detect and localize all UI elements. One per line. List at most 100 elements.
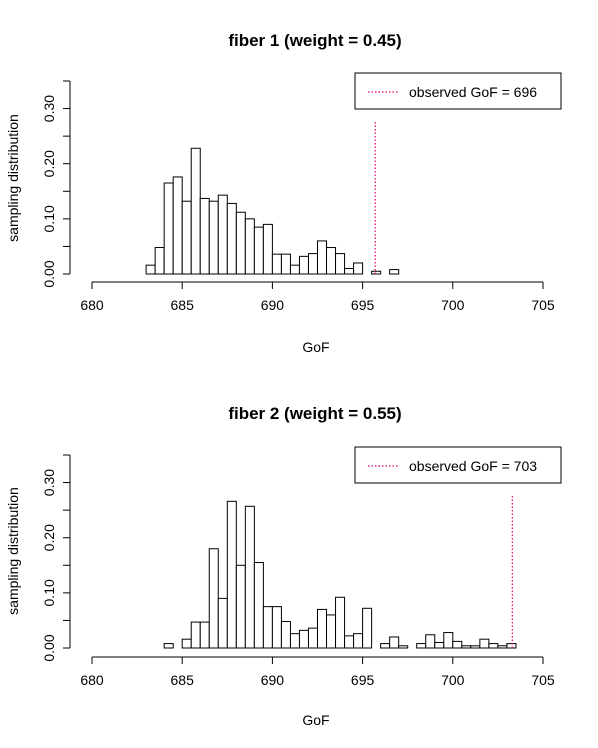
histogram-bar [163, 643, 174, 649]
histogram-bar [425, 634, 436, 649]
y-tick-label: 0.30 [41, 95, 57, 122]
x-tick-label: 700 [441, 672, 465, 688]
histogram-bar [181, 200, 192, 275]
x-tick-label: 695 [351, 297, 375, 313]
x-tick-label: 680 [80, 297, 104, 313]
histogram-bar [416, 643, 427, 649]
legend: observed GoF = 696 [354, 72, 562, 110]
legend-box [354, 72, 562, 110]
x-axis-label: GoF [302, 712, 329, 728]
histogram-bar [307, 253, 319, 275]
x-tick-label: 685 [171, 297, 195, 313]
histogram-bar [181, 638, 192, 649]
histogram-bar [443, 632, 454, 649]
x-tick-label: 685 [171, 672, 195, 688]
y-axis: 0.00 0.10 0.20 0.30 [41, 454, 71, 662]
histogram-bar [280, 253, 291, 275]
histogram-bar [398, 645, 409, 649]
histogram-bar [389, 269, 400, 275]
histogram-bar [470, 645, 481, 649]
histogram-bar [371, 270, 382, 275]
histogram-bar [217, 194, 228, 275]
legend-box [354, 446, 562, 484]
y-tick-label: 0.10 [41, 205, 57, 232]
histogram-bar [353, 633, 364, 649]
histogram-bar [280, 621, 291, 649]
x-tick-label: 695 [351, 672, 375, 688]
y-tick-label: 0.10 [41, 579, 57, 606]
y-tick-label: 0.00 [41, 634, 57, 661]
legend: observed GoF = 703 [354, 446, 562, 484]
histogram-bar [190, 147, 201, 275]
y-axis-label: sampling distribution [5, 114, 21, 242]
histogram-bar [506, 643, 517, 649]
histogram-bars [163, 500, 517, 649]
histogram-bar [326, 614, 337, 649]
chart-panel-fiber-1: fiber 1 (weight = 0.45) GoF sampling dis… [5, 31, 562, 355]
histogram-bar [208, 200, 219, 275]
histogram-bar [289, 633, 300, 649]
histogram-bar [344, 267, 355, 275]
histogram-bar [434, 641, 445, 649]
histogram-bar [190, 621, 201, 649]
histogram-bar [199, 621, 210, 649]
histogram-bar [226, 202, 237, 275]
histogram-bar [262, 223, 273, 275]
histogram-bar [335, 253, 346, 275]
histogram-bar [298, 255, 309, 275]
histogram-bar [307, 627, 319, 649]
histogram-bar [262, 606, 273, 649]
x-tick-label: 690 [261, 297, 285, 313]
histogram-bar [235, 211, 246, 275]
x-tick-label: 700 [441, 297, 465, 313]
x-axis: 680 685 690 695 700 705 [80, 281, 555, 313]
histogram-bar [479, 638, 490, 649]
histogram-bar [298, 629, 309, 649]
x-tick-label: 705 [531, 672, 555, 688]
histogram-bar [344, 635, 355, 649]
legend-label: observed GoF = 696 [409, 84, 537, 100]
histogram-bar [497, 645, 508, 649]
chart-title: fiber 2 (weight = 0.55) [228, 404, 401, 423]
histogram-bar [217, 597, 228, 649]
histogram-bar [154, 247, 165, 275]
histogram-bar [244, 218, 255, 275]
y-tick-label: 0.30 [41, 469, 57, 496]
histogram-bar [353, 262, 364, 275]
chart-title: fiber 1 (weight = 0.45) [228, 31, 401, 50]
legend-label: observed GoF = 703 [409, 458, 537, 474]
chart-panel-fiber-2: fiber 2 (weight = 0.55) GoF sampling dis… [5, 404, 562, 728]
histogram-bar [199, 197, 210, 275]
histogram-bar [145, 264, 156, 275]
x-tick-label: 690 [261, 672, 285, 688]
histogram-bar [289, 264, 300, 275]
x-axis-label: GoF [302, 339, 329, 355]
histogram-bar [244, 505, 255, 649]
histogram-bar [362, 607, 373, 649]
histogram-bars [145, 147, 400, 275]
histogram-bar [253, 226, 264, 275]
histogram-bar [452, 640, 463, 649]
histogram-bar [172, 176, 183, 275]
histogram-bar [208, 548, 219, 649]
histogram-bar [389, 636, 400, 649]
y-tick-label: 0.20 [41, 524, 57, 551]
histogram-bar [226, 500, 237, 649]
y-axis: 0.00 0.10 0.20 0.30 [41, 80, 71, 288]
x-tick-label: 680 [80, 672, 104, 688]
histogram-bar [271, 606, 282, 649]
histogram-bar [488, 643, 499, 649]
y-tick-label: 0.20 [41, 150, 57, 177]
histogram-bar [317, 240, 328, 275]
histogram-bar [335, 596, 346, 649]
y-tick-label: 0.00 [41, 260, 57, 287]
x-tick-label: 705 [531, 297, 555, 313]
histogram-bar [326, 247, 337, 275]
histogram-bar [235, 564, 246, 649]
histogram-bar [461, 645, 472, 649]
y-axis-label: sampling distribution [5, 487, 21, 615]
x-axis: 680 685 690 695 700 705 [80, 656, 555, 688]
histogram-bar [253, 562, 264, 649]
